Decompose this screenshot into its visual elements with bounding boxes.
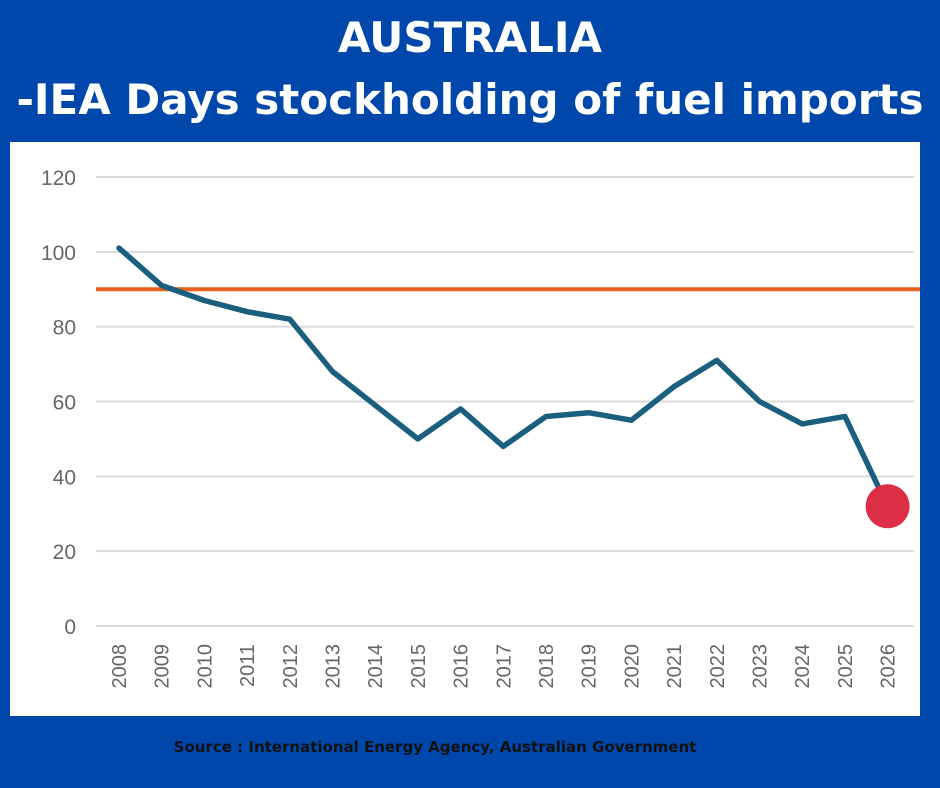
data-point bbox=[201, 297, 207, 303]
y-tick-label: 120 bbox=[41, 167, 76, 190]
x-tick-label: 2012 bbox=[280, 644, 302, 689]
chart-title: AUSTRALIA -IEA Days stockholding of fuel… bbox=[0, 8, 940, 132]
x-tick-label: 2022 bbox=[707, 644, 729, 689]
data-point bbox=[116, 245, 122, 251]
title-line-1: AUSTRALIA bbox=[338, 13, 602, 62]
x-tick-label: 2021 bbox=[664, 644, 686, 689]
line-chart: 0 20 40 60 80 100 120 2008 2009 2010 2011 2012 2013… bbox=[41, 167, 920, 689]
x-tick-label: 2023 bbox=[750, 644, 772, 689]
x-tick-label: 2010 bbox=[194, 644, 216, 689]
data-point bbox=[842, 413, 848, 419]
x-tick-label: 2011 bbox=[237, 644, 259, 687]
data-point bbox=[415, 436, 421, 442]
x-tick-label: 2014 bbox=[365, 644, 387, 689]
y-tick-label: 0 bbox=[64, 616, 76, 639]
y-tick-label: 60 bbox=[53, 392, 76, 415]
x-tick-label: 2013 bbox=[323, 644, 345, 689]
x-tick-label: 2017 bbox=[493, 644, 515, 689]
title-line-2: -IEA Days stockholding of fuel imports bbox=[16, 75, 924, 124]
x-tick-label: 2008 bbox=[109, 644, 131, 689]
series-group bbox=[116, 245, 891, 510]
y-tick-label: 40 bbox=[53, 466, 76, 489]
data-point bbox=[543, 413, 549, 419]
x-tick-label: 2020 bbox=[621, 644, 643, 689]
x-tick-label: 2025 bbox=[835, 644, 857, 689]
series-line bbox=[116, 245, 891, 510]
data-point bbox=[714, 357, 720, 363]
data-point bbox=[586, 410, 592, 416]
data-point bbox=[244, 309, 250, 315]
data-point bbox=[628, 417, 634, 423]
data-point bbox=[671, 384, 677, 390]
x-tick-label: 2018 bbox=[536, 644, 558, 689]
data-point bbox=[458, 406, 464, 412]
gridlines bbox=[96, 176, 914, 627]
data-point bbox=[500, 443, 506, 449]
highlight-point bbox=[865, 484, 910, 529]
source-note: Source : International Energy Agency, Au… bbox=[173, 738, 697, 756]
data-point bbox=[287, 316, 293, 322]
y-tick-label: 80 bbox=[53, 317, 76, 340]
chart-panel: 0 20 40 60 80 100 120 2008 2009 2010 2011 2012 2013… bbox=[10, 142, 920, 716]
x-axis-ticks: 2008 2009 2010 2011 2012 2013 2014 2015 2016 2017… bbox=[109, 644, 900, 689]
x-tick-label: 2024 bbox=[792, 644, 814, 689]
data-point bbox=[159, 283, 165, 289]
data-point bbox=[330, 369, 335, 375]
data-point bbox=[757, 399, 762, 404]
y-axis-ticks: 0 20 40 60 80 100 120 bbox=[41, 167, 76, 639]
x-tick-label: 2009 bbox=[152, 644, 174, 689]
y-tick-label: 100 bbox=[41, 242, 76, 265]
x-tick-label: 2019 bbox=[579, 644, 601, 689]
y-tick-label: 20 bbox=[53, 541, 76, 564]
x-tick-label: 2016 bbox=[451, 644, 473, 689]
x-tick-label: 2015 bbox=[408, 644, 430, 689]
data-point bbox=[372, 402, 378, 408]
data-point bbox=[799, 421, 805, 427]
x-tick-label: 2026 bbox=[878, 644, 900, 689]
highlight-group bbox=[865, 484, 910, 529]
